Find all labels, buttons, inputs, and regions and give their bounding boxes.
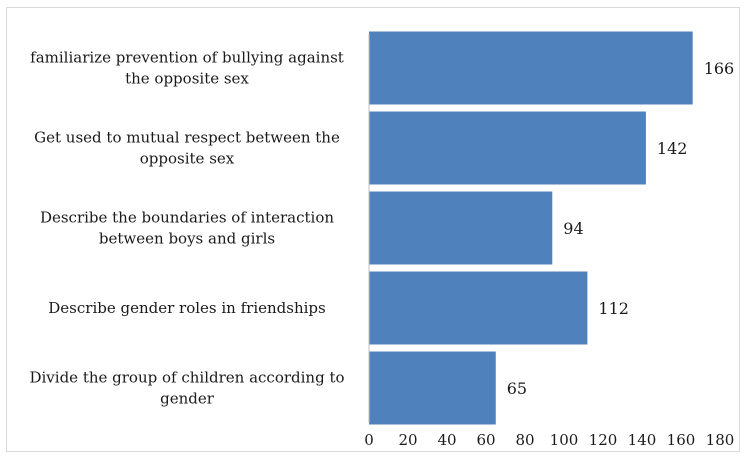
x-tick-label-4: 80 bbox=[515, 431, 534, 449]
x-tick-label-3: 60 bbox=[476, 431, 495, 449]
bar-chart: familiarize prevention of bullying again… bbox=[29, 31, 734, 449]
data-label-1: 142 bbox=[657, 139, 688, 158]
x-tick-label-7: 140 bbox=[628, 431, 657, 449]
x-tick-label-0: 0 bbox=[364, 431, 374, 449]
data-labels: 166 142 94 112 65 bbox=[507, 59, 734, 398]
category-labels: familiarize prevention of bullying again… bbox=[29, 49, 344, 408]
bar-4 bbox=[369, 351, 496, 425]
category-label-0: familiarize prevention of bullying again… bbox=[30, 49, 344, 88]
x-tick-label-1: 20 bbox=[398, 431, 417, 449]
x-axis-ticks: 0 20 40 60 80 100 120 140 160 180 bbox=[364, 431, 734, 449]
bars bbox=[369, 31, 693, 425]
category-label-2: Describe the boundaries of interaction be… bbox=[40, 209, 334, 248]
data-label-4: 65 bbox=[507, 379, 527, 398]
x-tick-label-2: 40 bbox=[437, 431, 456, 449]
x-tick-label-5: 100 bbox=[550, 431, 579, 449]
data-label-2: 94 bbox=[563, 219, 583, 238]
x-tick-label-8: 160 bbox=[667, 431, 696, 449]
bar-3 bbox=[369, 271, 588, 345]
bar-1 bbox=[369, 111, 646, 185]
x-tick-label-9: 180 bbox=[706, 431, 735, 449]
data-label-0: 166 bbox=[704, 59, 735, 78]
category-label-1: Get used to mutual respect between the op… bbox=[34, 129, 340, 168]
bar-2 bbox=[369, 191, 553, 265]
category-label-4: Divide the group of children according t… bbox=[29, 369, 344, 408]
data-label-3: 112 bbox=[598, 299, 629, 318]
chart-frame: familiarize prevention of bullying again… bbox=[6, 7, 740, 452]
bar-0 bbox=[369, 31, 693, 105]
x-tick-label-6: 120 bbox=[589, 431, 618, 449]
category-label-3: Describe gender roles in friendships bbox=[48, 299, 325, 317]
